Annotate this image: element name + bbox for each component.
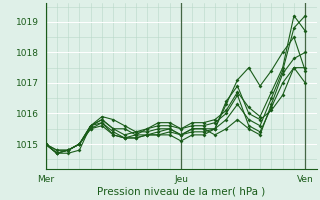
X-axis label: Pression niveau de la mer( hPa ): Pression niveau de la mer( hPa ) <box>97 187 265 197</box>
